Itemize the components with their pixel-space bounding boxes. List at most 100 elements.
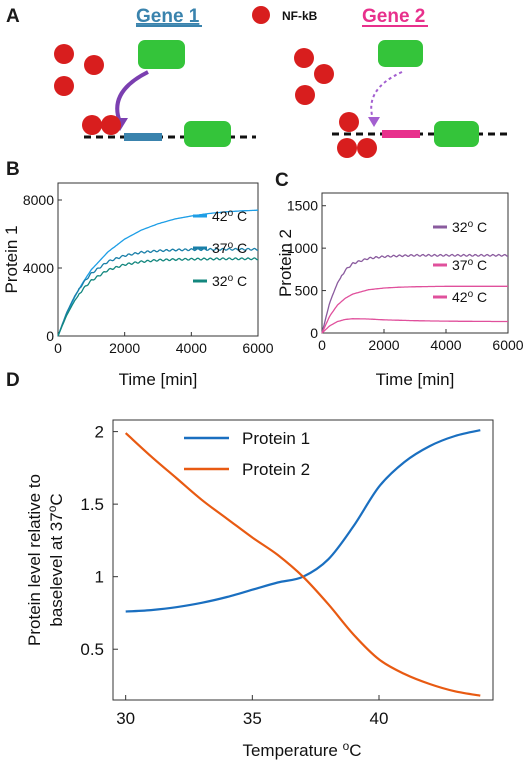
legend-temp: 42 xyxy=(452,289,468,305)
y-axis-label: Protein 2 xyxy=(276,229,295,297)
plot-frame xyxy=(321,192,509,334)
legend-label: 42o C xyxy=(212,208,247,224)
bound-nfkb-icon xyxy=(337,138,357,158)
legend-unit: C xyxy=(473,219,487,235)
series-line-42 xyxy=(321,318,508,334)
nfkb-molecule-icon xyxy=(54,44,74,64)
nfkb-molecule-icon xyxy=(314,64,334,84)
legend-unit: C xyxy=(233,208,247,224)
gene2-promoter xyxy=(382,130,420,138)
x-tick-label: 6000 xyxy=(242,340,273,356)
y-tick-label: 4000 xyxy=(23,260,54,276)
x-axis-label-sup: o xyxy=(343,739,350,753)
gene2-coding-box xyxy=(434,121,479,147)
y-tick-label: 8000 xyxy=(23,192,54,208)
y-tick-label: 1 xyxy=(95,568,104,587)
legend-degree: o xyxy=(228,273,234,284)
y-axis-label-line2-text-main: baselevel at 37 xyxy=(47,512,66,626)
protein-box-icon xyxy=(378,40,423,67)
nfkb-label: NF-kB xyxy=(282,9,318,23)
legend-label: 37o C xyxy=(212,240,247,256)
y-axis-label-line2-text-sup: o xyxy=(45,505,59,512)
panel-letter-a: A xyxy=(6,6,20,27)
legend-degree: o xyxy=(228,208,234,219)
y-tick-label: 500 xyxy=(295,283,319,299)
panel-c-chart: C 0 2000 4000 6000 0 500 1000 1500 Time [min] Prot… xyxy=(275,170,524,389)
panel-a: A Gene 1 NF-kB Gene 2 xyxy=(6,6,508,158)
x-tick-label: 4000 xyxy=(176,340,207,356)
gene1-promoter xyxy=(124,133,162,141)
x-tick-label: 35 xyxy=(243,709,262,728)
nfkb-molecule-icon xyxy=(84,55,104,75)
legend-label: 37o C xyxy=(452,257,487,273)
legend-temp: 37 xyxy=(212,240,228,256)
nfkb-legend-icon xyxy=(252,6,270,24)
gene1-label: Gene 1 xyxy=(136,6,200,27)
series-line-protein-2 xyxy=(124,432,481,697)
panel-letter: B xyxy=(6,159,20,180)
legend-unit: C xyxy=(233,240,247,256)
y-axis-label-line1: Protein level relative to xyxy=(25,474,44,646)
y-tick-label: 0 xyxy=(46,328,54,344)
legend-label: 32o C xyxy=(452,219,487,235)
panel-letter: D xyxy=(6,370,20,391)
panel-letter: C xyxy=(275,170,289,191)
plot-frame xyxy=(57,182,259,337)
arrowhead-icon xyxy=(368,117,380,127)
x-axis-label-unit: C xyxy=(349,741,361,760)
legend-label: 42o C xyxy=(452,289,487,305)
x-tick-label: 40 xyxy=(370,709,389,728)
y-axis-label-line2-text: baselevel at 37oC xyxy=(45,493,66,626)
y-tick-label: 0 xyxy=(310,325,318,341)
bound-nfkb-icon xyxy=(82,115,102,135)
legend-unit: C xyxy=(473,257,487,273)
y-tick-label: 1500 xyxy=(287,198,318,214)
gene1-coding-box xyxy=(184,121,231,147)
x-tick-label: 0 xyxy=(54,340,62,356)
nfkb-molecule-icon xyxy=(295,85,315,105)
plot-frame xyxy=(112,419,494,701)
legend-temp: 32 xyxy=(452,219,468,235)
series-line-protein-1 xyxy=(125,429,481,613)
legend-label: Protein 2 xyxy=(242,460,310,479)
legend-degree: o xyxy=(468,289,474,300)
y-axis-label-line2: baselevel at 37oC xyxy=(45,493,66,626)
x-tick-label: 4000 xyxy=(430,337,461,353)
legend-label: 32o C xyxy=(212,273,247,289)
series-line-32 xyxy=(57,257,258,337)
legend-temp: 32 xyxy=(212,273,228,289)
x-tick-label: 30 xyxy=(116,709,135,728)
series-line-37 xyxy=(321,285,508,334)
gene2-scheme xyxy=(294,40,508,158)
legend-degree: o xyxy=(468,257,474,268)
x-tick-label: 2000 xyxy=(368,337,399,353)
legend-degree: o xyxy=(228,240,234,251)
x-axis-label: Time [min] xyxy=(376,370,455,389)
bound-nfkb-icon xyxy=(101,115,121,135)
y-tick-label: 1.5 xyxy=(80,495,104,514)
nfkb-molecule-icon xyxy=(54,76,74,96)
protein-box-icon xyxy=(138,40,185,69)
strong-induction-arrow xyxy=(115,70,149,123)
legend-unit: C xyxy=(233,273,247,289)
x-axis-label: Time [min] xyxy=(119,370,198,389)
x-axis-label-main: Temperature xyxy=(242,741,342,760)
nfkb-molecule-icon xyxy=(294,48,314,68)
gene2-label: Gene 2 xyxy=(362,6,425,27)
y-axis-label-line2-text-unit: C xyxy=(47,493,66,505)
gene1-scheme xyxy=(54,40,256,147)
series-line-42 xyxy=(57,209,258,337)
x-tick-label: 0 xyxy=(318,337,326,353)
x-axis-label: Temperature oC xyxy=(242,739,361,760)
legend-temp: 42 xyxy=(212,208,228,224)
x-tick-label: 6000 xyxy=(492,337,523,353)
panel-b-chart: B 0 2000 4000 6000 0 4000 8000 Time [min] Protein… xyxy=(2,159,274,389)
y-axis-label: Protein 1 xyxy=(2,225,21,293)
legend-degree: o xyxy=(468,219,474,230)
x-tick-label: 2000 xyxy=(109,340,140,356)
weak-induction-arrow xyxy=(370,71,403,123)
y-tick-label: 0.5 xyxy=(80,640,104,659)
y-tick-label: 2 xyxy=(95,423,104,442)
